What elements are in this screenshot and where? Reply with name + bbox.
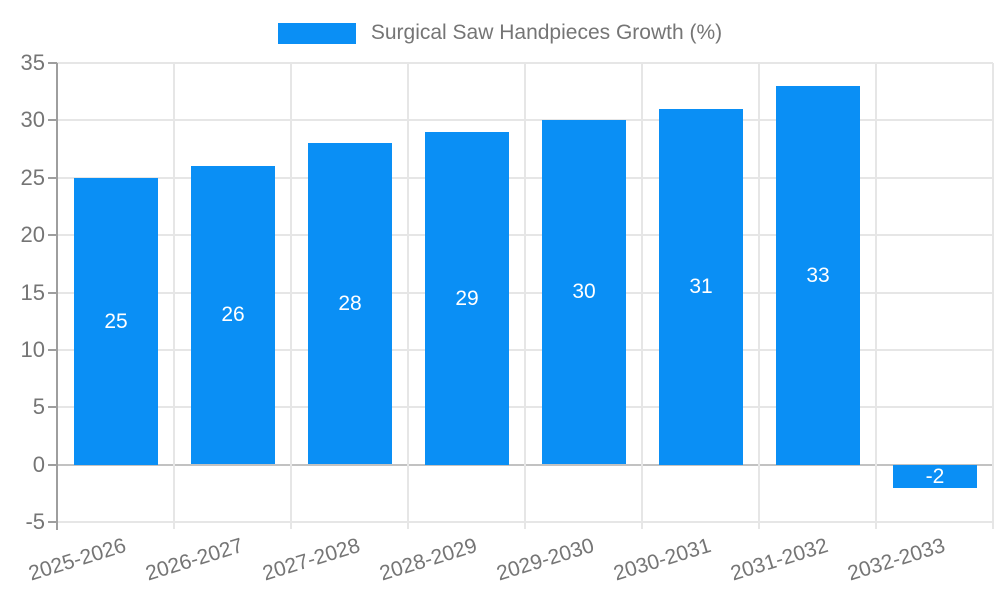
bar: [776, 86, 860, 465]
y-axis-line: [56, 63, 58, 530]
gridline-v: [875, 63, 877, 529]
gridline-v: [173, 63, 175, 529]
bar: [659, 109, 743, 465]
legend-label: Surgical Saw Handpieces Growth (%): [370, 21, 723, 44]
y-axis-tick: [48, 464, 57, 466]
bar: [74, 178, 158, 465]
gridline-v: [290, 63, 292, 529]
gridline-v: [407, 63, 409, 529]
bar-value-label: 28: [338, 291, 362, 315]
gridline-v: [641, 63, 643, 529]
legend: Surgical Saw Handpieces Growth (%): [0, 21, 1000, 45]
bar-value-label: 31: [689, 275, 713, 298]
y-tick-label: 20: [20, 222, 45, 247]
y-axis-tick: [48, 521, 57, 523]
y-tick-label: 15: [20, 280, 45, 305]
gridline-v: [992, 63, 994, 529]
y-axis-tick: [48, 406, 57, 408]
gridline-v: [524, 63, 526, 529]
bar: [191, 166, 275, 464]
bar-value-label: 33: [806, 263, 830, 287]
y-tick-label: -5: [25, 509, 45, 534]
legend-swatch: [277, 22, 356, 44]
plot-area: 35 30 25 20 15 10 5 0 -5 25 2025-2026 26 2026-2027 28…: [21, 50, 994, 585]
y-axis-tick: [48, 349, 57, 351]
y-tick-label: 25: [20, 165, 45, 190]
bar-value-label: 25: [104, 309, 128, 333]
y-tick-label: 10: [20, 337, 45, 362]
y-axis-tick: [48, 119, 57, 121]
y-tick-label: 35: [20, 50, 45, 75]
y-tick-label: 5: [32, 394, 45, 419]
y-axis-tick: [48, 234, 57, 236]
bar: [425, 132, 509, 465]
bar: [308, 143, 392, 464]
y-tick-label: 0: [32, 452, 45, 477]
bar-value-label: 29: [455, 286, 479, 310]
gridline-v: [758, 63, 760, 529]
y-axis-tick: [48, 292, 57, 294]
bar-value-label: 26: [221, 303, 245, 326]
y-tick-label: 30: [20, 107, 45, 132]
bar: [542, 120, 626, 464]
bar-value-label: -2: [925, 464, 945, 488]
y-axis-tick: [48, 177, 57, 179]
y-axis-tick: [48, 62, 57, 64]
bar-value-label: 30: [572, 280, 596, 303]
bar: [893, 465, 977, 488]
